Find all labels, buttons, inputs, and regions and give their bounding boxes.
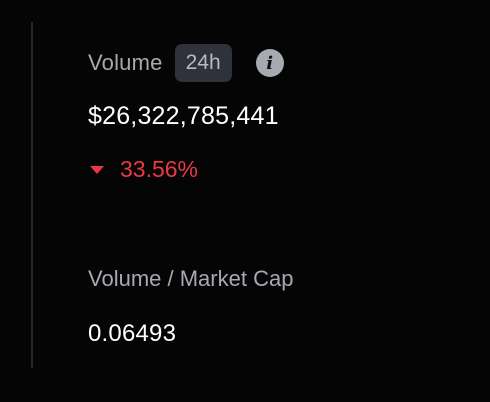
volume-change: 33.56% [90, 156, 198, 183]
volume-market-cap-value: 0.06493 [88, 320, 177, 347]
volume-market-cap-label: Volume / Market Cap [88, 266, 294, 291]
period-badge-24h[interactable]: 24h [174, 44, 232, 82]
triangle-down-icon [90, 165, 104, 174]
volume-label: Volume [88, 50, 163, 75]
volume-value: $26,322,785,441 [88, 102, 279, 130]
vertical-divider [31, 22, 33, 368]
volume-label-row: Volume 24h i [88, 44, 284, 82]
volume-change-percent: 33.56% [120, 156, 199, 182]
info-icon[interactable]: i [255, 49, 284, 77]
volume-stats-panel: Volume 24h i $26,322,785,441 33.56% Volu… [88, 0, 478, 402]
